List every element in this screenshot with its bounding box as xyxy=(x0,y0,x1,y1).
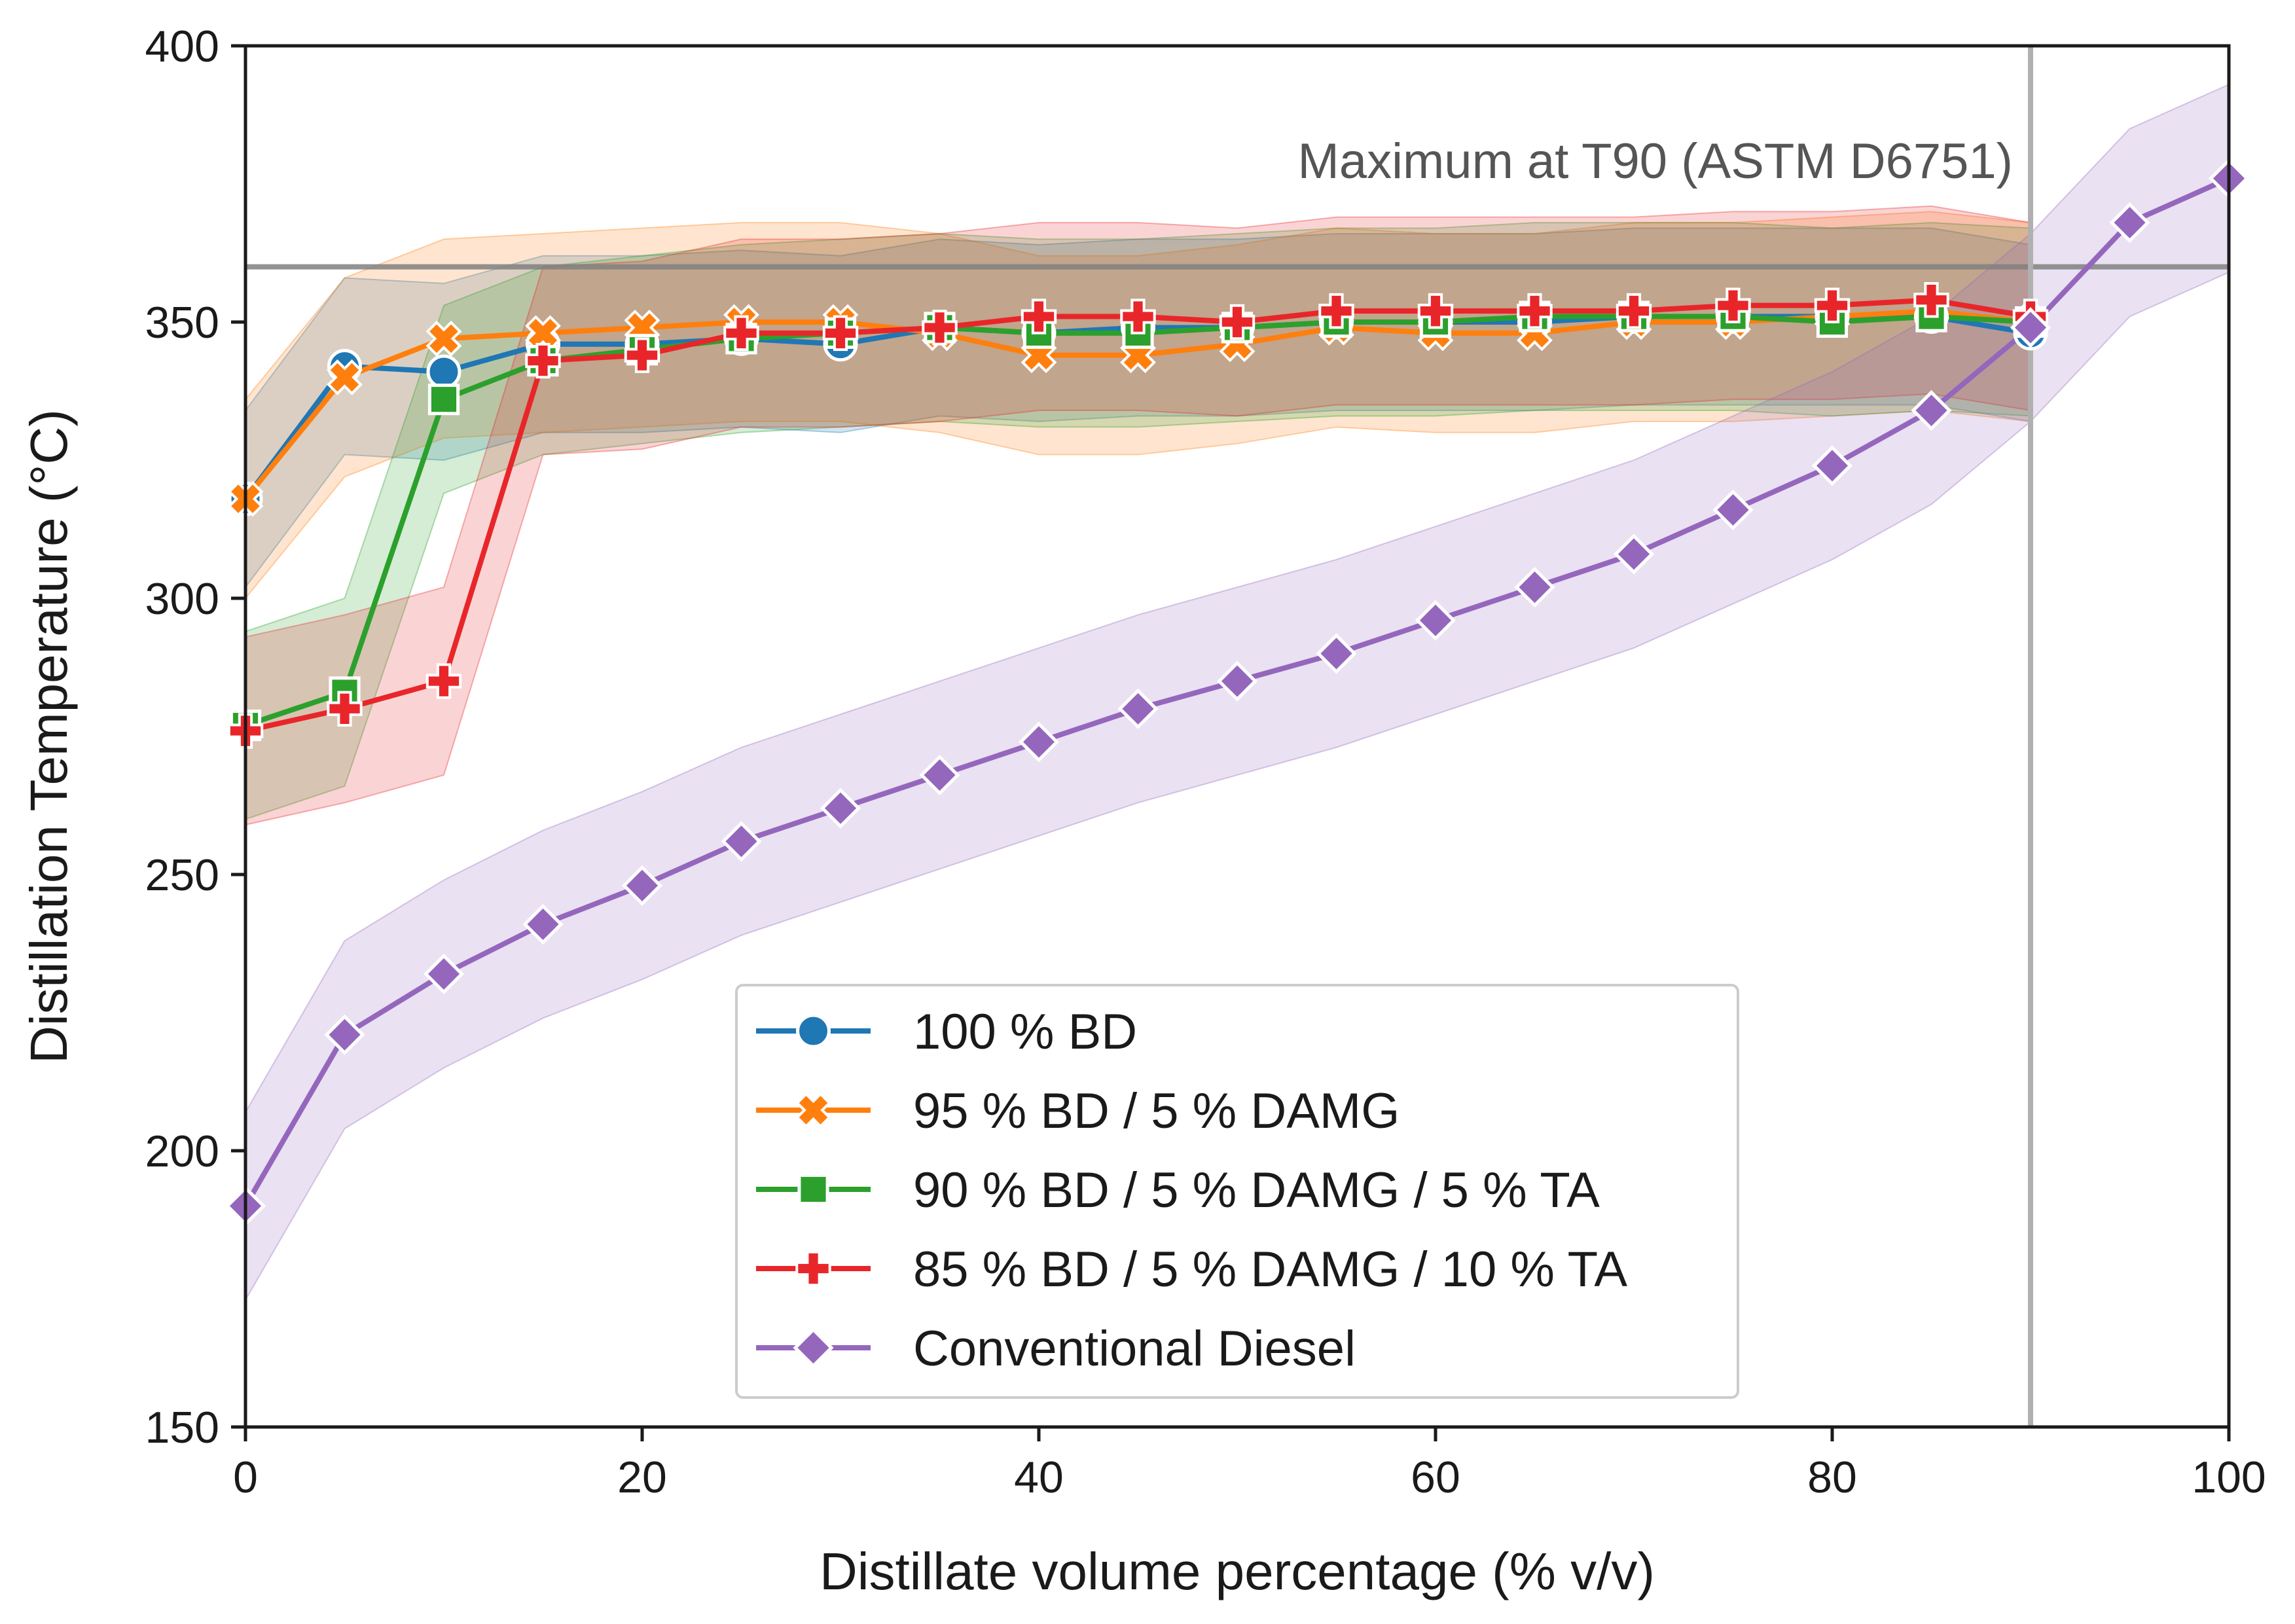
y-tick-label-150: 150 xyxy=(145,1403,219,1453)
point-85-bd-5-damg-10-ta-10 xyxy=(425,663,462,699)
y-tick-label-300: 300 xyxy=(145,574,219,624)
point-conventional-diesel-30 xyxy=(820,787,861,829)
point-85-bd-5-damg-10-ta-15 xyxy=(525,342,561,379)
plot-frame xyxy=(244,44,2231,1429)
x-tick-label-0: 0 xyxy=(233,1453,258,1502)
point-95-bd-5-damg-5 xyxy=(327,359,363,395)
point-conventional-diesel-35 xyxy=(919,754,960,796)
point-85-bd-5-damg-10-ta-55 xyxy=(1318,293,1354,329)
point-conventional-diesel-5 xyxy=(324,1014,365,1055)
point-85-bd-5-damg-10-ta-60 xyxy=(1417,293,1454,329)
point-85-bd-5-damg-10-ta-65 xyxy=(1517,293,1553,329)
legend-marker-90-bd-5-damg-5-ta xyxy=(797,1173,829,1206)
legend-marker-85-bd-5-damg-10-ta xyxy=(795,1250,831,1287)
legend-entry-100-bd: 100 % BD xyxy=(756,1004,1137,1060)
x-tick-label-60: 60 xyxy=(1411,1453,1460,1502)
legend-box xyxy=(735,984,1739,1399)
legend-entry-95-bd-5-damg: 95 % BD / 5 % DAMG xyxy=(756,1083,1400,1139)
point-85-bd-5-damg-10-ta-25 xyxy=(723,315,759,352)
point-85-bd-5-damg-10-ta-50 xyxy=(1219,304,1256,340)
legend-entry-85-bd-5-damg-10-ta: 85 % BD / 5 % DAMG / 10 % TA xyxy=(756,1242,1627,1297)
x-tick-label-80: 80 xyxy=(1807,1453,1857,1502)
point-conventional-diesel-50 xyxy=(1216,660,1258,702)
y-tick-label-200: 200 xyxy=(145,1127,219,1176)
point-conventional-diesel-45 xyxy=(1117,688,1159,729)
point-conventional-diesel-55 xyxy=(1316,633,1357,674)
y-tick-label-400: 400 xyxy=(145,22,219,71)
point-85-bd-5-damg-10-ta-75 xyxy=(1715,287,1751,323)
point-85-bd-5-damg-10-ta-70 xyxy=(1616,293,1652,329)
point-85-bd-5-damg-10-ta-30 xyxy=(822,315,859,352)
point-90-bd-5-damg-5-ta-10 xyxy=(427,384,460,416)
point-conventional-diesel-15 xyxy=(522,903,564,945)
point-conventional-diesel-10 xyxy=(423,953,465,995)
point-conventional-diesel-90 xyxy=(2010,307,2051,348)
legend-marker-95-bd-5-damg xyxy=(795,1092,831,1128)
point-100-bd-10 xyxy=(426,354,461,389)
y-tick-label-250: 250 xyxy=(145,850,219,900)
legend-marker-conventional-diesel xyxy=(793,1327,834,1369)
legend-entry-90-bd-5-damg-5-ta: 90 % BD / 5 % DAMG / 5 % TA xyxy=(756,1163,1600,1218)
x-tick-label-20: 20 xyxy=(617,1453,667,1502)
point-85-bd-5-damg-10-ta-85 xyxy=(1913,282,1949,318)
y-axis-label: Distillation Temperature (°C) xyxy=(20,409,78,1064)
legend-label: 95 % BD / 5 % DAMG xyxy=(913,1083,1400,1139)
t90-annotation-label: Maximum at T90 (ASTM D6751) xyxy=(1298,134,2013,189)
legend: 100 % BD 95 % BD / 5 % DAMG 90 % BD / 5 % … xyxy=(735,984,1739,1399)
x-axis-label: Distillate volume percentage (% v/v) xyxy=(820,1542,1655,1600)
legend-label: 100 % BD xyxy=(913,1004,1137,1060)
point-85-bd-5-damg-10-ta-5 xyxy=(327,691,363,727)
y-tick-label-350: 350 xyxy=(145,298,219,348)
point-conventional-diesel-75 xyxy=(1712,489,1754,531)
point-conventional-diesel-20 xyxy=(621,865,663,907)
legend-label: Conventional Diesel xyxy=(913,1321,1356,1377)
legend-label: 85 % BD / 5 % DAMG / 10 % TA xyxy=(913,1242,1627,1297)
legend-entry-conventional-diesel: Conventional Diesel xyxy=(756,1321,1356,1377)
point-conventional-diesel-65 xyxy=(1514,566,1555,608)
point-conventional-diesel-80 xyxy=(1811,445,1853,486)
point-conventional-diesel-95 xyxy=(2109,202,2150,244)
x-tick-label-100: 100 xyxy=(2192,1453,2266,1502)
legend-marker-100-bd xyxy=(796,1013,831,1049)
point-85-bd-5-damg-10-ta-45 xyxy=(1120,298,1156,334)
point-85-bd-5-damg-10-ta-80 xyxy=(1814,287,1851,323)
point-95-bd-5-damg-10 xyxy=(425,320,462,357)
point-85-bd-5-damg-10-ta-20 xyxy=(624,337,660,373)
x-tick-label-40: 40 xyxy=(1014,1453,1064,1502)
point-conventional-diesel-85 xyxy=(1911,389,1952,431)
legend-label: 90 % BD / 5 % DAMG / 5 % TA xyxy=(913,1163,1600,1218)
point-conventional-diesel-70 xyxy=(1613,533,1655,575)
point-85-bd-5-damg-10-ta-40 xyxy=(1021,298,1057,334)
point-85-bd-5-damg-10-ta-35 xyxy=(922,310,958,346)
point-conventional-diesel-25 xyxy=(721,821,762,862)
point-conventional-diesel-60 xyxy=(1415,600,1456,641)
point-conventional-diesel-40 xyxy=(1018,721,1060,763)
